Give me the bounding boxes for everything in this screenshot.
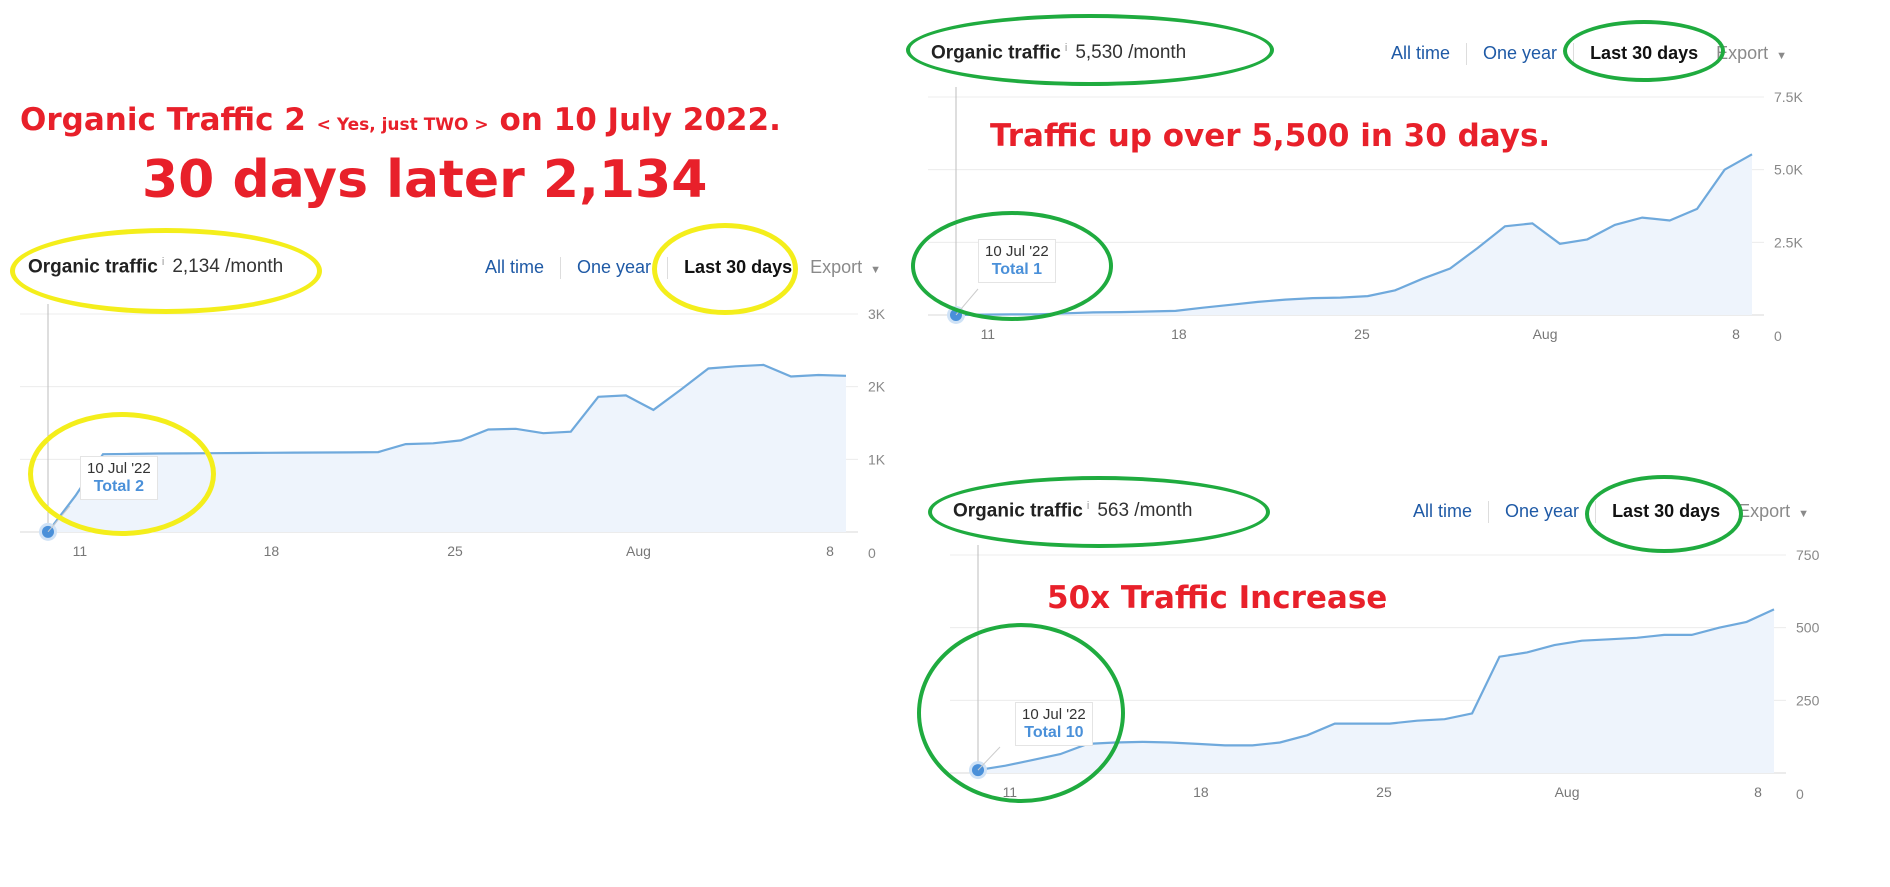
highlight-ring-title <box>10 228 322 314</box>
x-tick-label: Aug <box>626 543 651 559</box>
x-tick-label: 18 <box>264 543 280 559</box>
y-tick-label: 2.5K <box>1774 234 1803 250</box>
headline-part-tail: on 10 July 2022. <box>488 102 781 138</box>
y-tick-label: 0 <box>1774 328 1782 344</box>
headline-50x-increase: 50x Traffic Increase <box>1047 580 1388 616</box>
x-tick-label: Aug <box>1533 326 1558 342</box>
headline-30-days-later: 30 days later 2,134 <box>142 150 708 210</box>
highlight-ring-last30 <box>1563 20 1725 82</box>
y-tick-label: 7.5K <box>1774 89 1803 105</box>
tab-one-year[interactable]: One year <box>1483 43 1558 63</box>
x-tick-label: 11 <box>981 326 996 342</box>
chevron-down-icon[interactable]: ▼ <box>870 264 882 276</box>
highlight-ring-last30 <box>652 223 798 315</box>
y-tick-label: 2K <box>868 379 886 395</box>
headline-organic-traffic-two: Organic Traffic 2 < Yes, just TWO > on 1… <box>20 102 781 138</box>
highlight-ring-tooltip <box>911 211 1113 321</box>
x-tick-label: 11 <box>73 543 88 559</box>
highlight-ring-title <box>928 476 1270 548</box>
tab-divider <box>560 257 562 280</box>
y-tick-label: 1K <box>868 451 886 467</box>
headline-part-small: < Yes, just TWO > <box>316 115 489 135</box>
chevron-down-icon[interactable]: ▼ <box>1798 508 1810 520</box>
highlight-ring-tooltip <box>917 623 1125 803</box>
y-tick-label: 0 <box>1796 786 1804 802</box>
tab-one-year[interactable]: One year <box>1505 501 1580 521</box>
y-tick-label: 5.0K <box>1774 162 1803 178</box>
x-tick-label: 18 <box>1193 784 1209 800</box>
series-area <box>956 154 1752 315</box>
tab-divider <box>1466 43 1468 66</box>
y-tick-label: 500 <box>1796 620 1820 636</box>
tab-one-year[interactable]: One year <box>577 257 652 277</box>
x-tick-label: 18 <box>1171 326 1187 342</box>
headline-part-main: Organic Traffic 2 <box>20 102 317 138</box>
headline-traffic-up: Traffic up over 5,500 in 30 days. <box>990 118 1551 154</box>
export-button[interactable]: Export <box>810 257 863 277</box>
y-tick-label: 3K <box>868 306 886 322</box>
highlight-ring-tooltip <box>28 412 216 536</box>
series-area <box>978 609 1774 773</box>
x-tick-label: 25 <box>447 543 463 559</box>
y-tick-label: 750 <box>1796 547 1820 563</box>
x-tick-label: 8 <box>1732 326 1740 342</box>
x-tick-label: 25 <box>1354 326 1370 342</box>
export-button[interactable]: Export <box>1716 43 1769 63</box>
x-tick-label: 8 <box>826 543 834 559</box>
export-button[interactable]: Export <box>1738 501 1791 521</box>
y-tick-label: 250 <box>1796 692 1820 708</box>
tab-divider <box>1488 501 1490 524</box>
tab-all-time[interactable]: All time <box>1391 43 1451 63</box>
highlight-ring-last30 <box>1585 475 1743 553</box>
x-tick-label: 25 <box>1376 784 1392 800</box>
highlight-ring-title <box>906 14 1274 86</box>
chevron-down-icon[interactable]: ▼ <box>1776 50 1788 62</box>
series-line <box>955 153 1753 317</box>
y-tick-label: 0 <box>868 545 876 561</box>
tab-all-time[interactable]: All time <box>1413 501 1473 521</box>
x-tick-label: 8 <box>1754 784 1762 800</box>
tab-all-time[interactable]: All time <box>485 257 545 277</box>
x-tick-label: Aug <box>1555 784 1580 800</box>
